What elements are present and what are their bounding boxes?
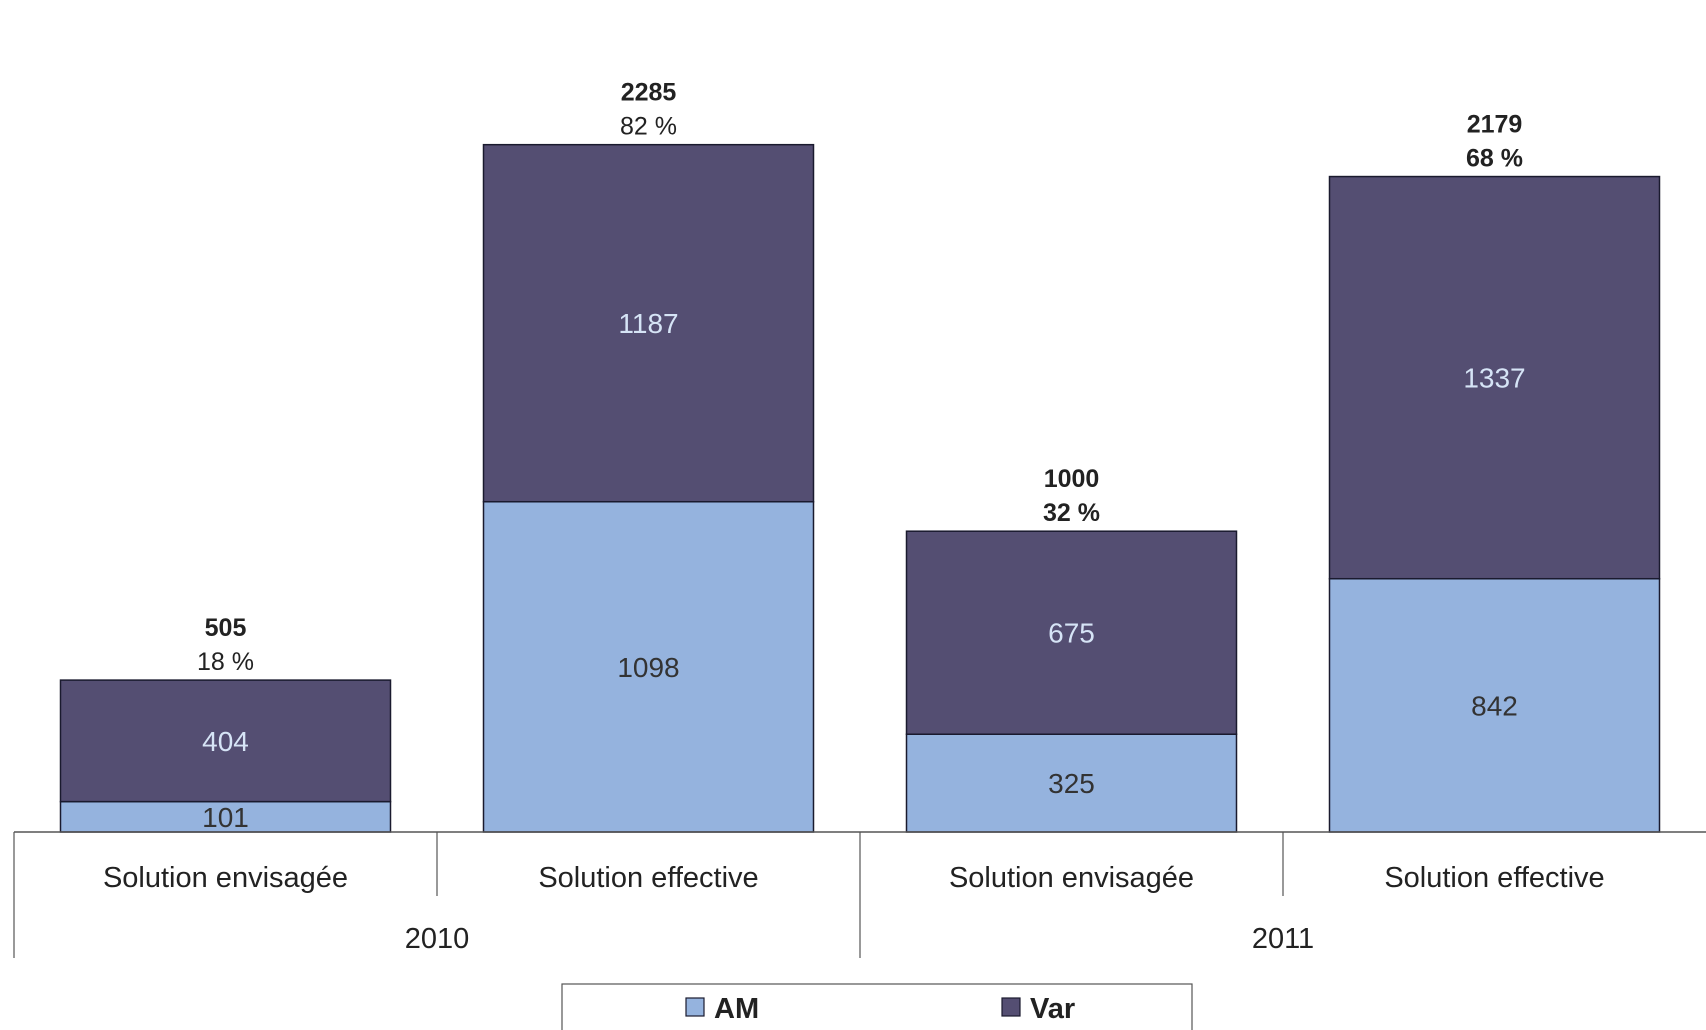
bar-segment-var-4 [1328,175,1661,580]
bar-segment-var-2 [482,143,815,503]
bar-percent-label: 32 % [1043,499,1100,527]
bar-segment-am-4 [1328,577,1661,833]
bar-value-label: 404 [202,726,249,757]
category-tick-label: Solution envisagée [949,862,1194,894]
bar-segment-var-1 [59,679,392,803]
bar-total-label: 1000 [1044,465,1100,493]
category-tick-label: Solution effective [538,862,758,894]
group-label: 2010 [405,923,470,955]
bar-value-label: 101 [202,802,249,833]
bars-layer: 101 404 505 18 % 1098 1187 2285 82 % 325 675 1000 3… [59,79,1661,833]
legend-swatch-var [1001,997,1021,1017]
bar-percent-label: 68 % [1466,145,1523,173]
bar-value-label: 1098 [617,652,679,683]
bar-segment-am-3 [905,733,1238,833]
bar-percent-label: 18 % [197,648,254,676]
legend-label-var: Var [1030,993,1075,1025]
bar-segment-am-1 [59,800,392,833]
legend-label-am: AM [714,993,759,1025]
bar-total-label: 2179 [1467,111,1523,139]
group-label: 2011 [1252,923,1314,955]
bar-value-label: 1337 [1463,363,1525,394]
legend-swatch-am [685,997,705,1017]
bar-value-label: 675 [1048,618,1095,649]
bar-total-label: 2285 [621,79,677,107]
category-tick-label: Solution envisagée [103,862,348,894]
legend: AM Var [561,983,1193,1030]
bar-value-label: 1187 [618,308,678,339]
bar-value-label: 842 [1471,690,1518,721]
bar-percent-label: 82 % [620,113,677,141]
bar-value-label: 325 [1048,768,1095,799]
legend-box [561,983,1193,1030]
category-tick-label: Solution effective [1384,862,1604,894]
bar-total-label: 505 [205,614,247,642]
bar-segment-var-3 [905,530,1238,735]
category-axis: Solution envisagée Solution effective Solu… [13,831,1706,958]
